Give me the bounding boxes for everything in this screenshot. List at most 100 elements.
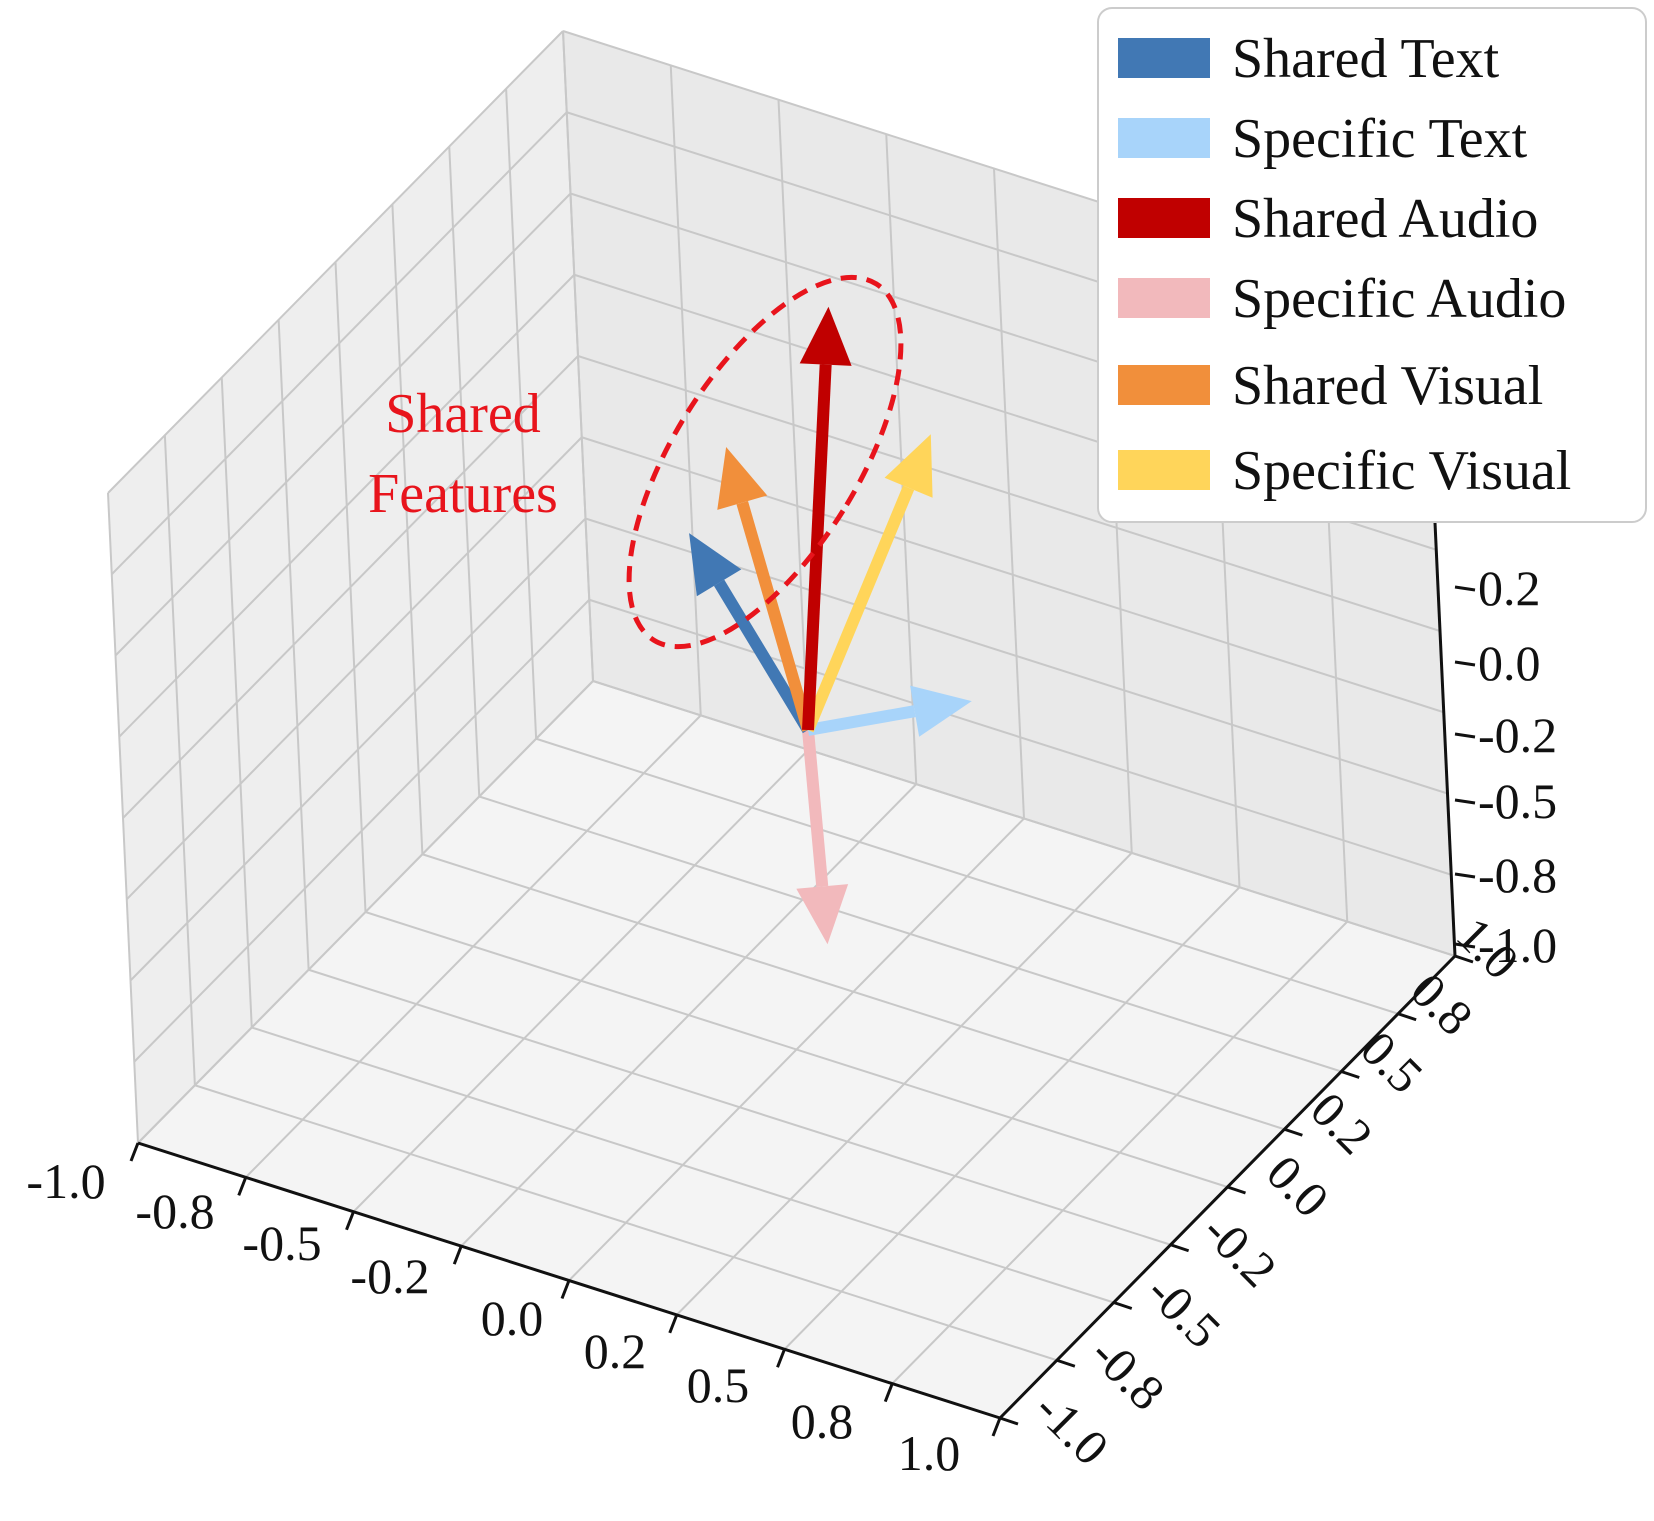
vectors <box>689 306 972 945</box>
z-tick-label: -1.0 <box>1478 917 1557 973</box>
vector-head <box>910 685 972 737</box>
grid-lines <box>107 30 1456 1419</box>
y-tick-mark <box>999 1416 1019 1426</box>
grid-line <box>122 355 579 819</box>
vector-shaft <box>736 500 814 732</box>
grid-line <box>478 795 1342 1073</box>
x-tick-mark <box>452 1245 463 1265</box>
x-tick-label: -0.8 <box>135 1183 214 1239</box>
z-tick-label: 0.2 <box>1478 560 1541 616</box>
vector-shaft <box>806 705 916 736</box>
grid-line <box>422 853 1285 1131</box>
x-tick-mark <box>668 1314 679 1334</box>
y-tick-label: -0.5 <box>1136 1263 1232 1359</box>
y-tick-mark <box>1283 1127 1303 1137</box>
vector-shaft <box>802 485 915 733</box>
vector-head <box>717 446 768 510</box>
z-axis-line <box>1430 452 1457 957</box>
grid-line <box>114 192 572 657</box>
legend-label: Specific Text <box>1232 108 1528 170</box>
x-tick-label: -1.0 <box>26 1153 105 1209</box>
x-tick-label: 0.8 <box>791 1393 854 1449</box>
z-tick-label: -0.8 <box>1478 847 1557 903</box>
vector-shaft <box>802 729 829 887</box>
y-tick-label: -1.0 <box>1024 1380 1120 1476</box>
legend-label: Specific Visual <box>1232 440 1571 502</box>
vector-shared-text <box>689 533 814 734</box>
grid-line <box>535 737 1399 1015</box>
z-tick-label: -0.5 <box>1478 773 1557 829</box>
grid-line <box>891 920 1348 1385</box>
y-tick-mark <box>1454 954 1474 964</box>
y-tick-label: -0.2 <box>1192 1202 1288 1298</box>
y-tick-mark <box>1113 1301 1133 1310</box>
legend-swatch <box>1118 450 1210 490</box>
x-tick-mark <box>129 1142 140 1162</box>
y-tick-mark <box>1056 1358 1076 1368</box>
z-tick-label: -0.2 <box>1478 707 1557 763</box>
legend: Shared Text Specific Text Shared Audio Spec… <box>1097 7 1647 523</box>
z-tick-mark <box>1454 942 1476 949</box>
y-tick-mark <box>1340 1070 1360 1079</box>
z-tick-mark <box>1454 585 1476 592</box>
z-tick-mark <box>1454 660 1476 667</box>
x-tick-mark <box>776 1348 786 1368</box>
annotation-line-1: Shared <box>385 383 541 445</box>
x-tick-mark <box>345 1211 355 1231</box>
legend-swatch <box>1118 278 1210 318</box>
legend-label: Shared Text <box>1232 28 1500 90</box>
x-tick-mark <box>560 1279 571 1300</box>
legend-swatch <box>1118 118 1210 158</box>
vector-specific-text <box>806 685 972 737</box>
grid-line <box>505 88 538 739</box>
x-tick-label: 0.2 <box>584 1323 647 1379</box>
grid-line <box>783 886 1241 1350</box>
legend-label: Specific Audio <box>1232 268 1566 330</box>
y-tick-label: 0.0 <box>1256 1144 1340 1228</box>
grid-line <box>365 911 1228 1188</box>
vector-shared-visual <box>717 446 814 732</box>
z-tick-label: 0.0 <box>1478 635 1541 691</box>
x-tick-label: 0.0 <box>481 1290 544 1346</box>
vector-head <box>689 533 742 597</box>
grid-line <box>592 680 1456 957</box>
z-tick-mark <box>1454 732 1476 739</box>
vector-shaft <box>713 579 814 734</box>
annotation-line-2: Features <box>368 463 558 525</box>
vector-head <box>796 884 849 945</box>
vector-head <box>884 434 933 498</box>
y-tick-mark <box>1397 1012 1417 1022</box>
grid-line <box>562 30 594 682</box>
y-tick-mark <box>1227 1185 1246 1195</box>
z-tick-mark <box>1454 872 1476 879</box>
grid-line <box>391 204 424 855</box>
legend-label: Shared Audio <box>1232 188 1538 250</box>
vector-specific-audio <box>796 729 849 945</box>
x-tick-label: -0.2 <box>350 1248 429 1304</box>
grid-line <box>111 111 568 575</box>
legend-swatch <box>1118 198 1210 238</box>
legend-label: Shared Visual <box>1232 355 1543 417</box>
x-tick-label: -0.5 <box>242 1215 321 1271</box>
vector-specific-visual <box>802 434 933 733</box>
legend-box <box>1097 7 1647 523</box>
x-tick-mark <box>991 1417 1002 1437</box>
vector-head <box>799 306 852 366</box>
axis-lines <box>129 452 1476 1437</box>
legend-swatch <box>1118 38 1210 78</box>
grid-line <box>448 146 481 797</box>
legend-swatch <box>1118 365 1210 405</box>
grid-line <box>676 852 1133 1316</box>
x-tick-mark <box>237 1176 248 1196</box>
y-tick-mark <box>1170 1243 1190 1253</box>
x-tick-mark <box>883 1383 894 1403</box>
x-tick-label: 1.0 <box>898 1425 961 1481</box>
vector-shared-audio <box>799 306 852 731</box>
grid-line <box>577 355 1441 632</box>
vector-shaft <box>802 364 832 731</box>
grid-line <box>107 30 564 494</box>
z-tick-mark <box>1454 798 1476 805</box>
grid-line <box>118 274 575 738</box>
y-tick-label: -0.8 <box>1080 1325 1176 1421</box>
